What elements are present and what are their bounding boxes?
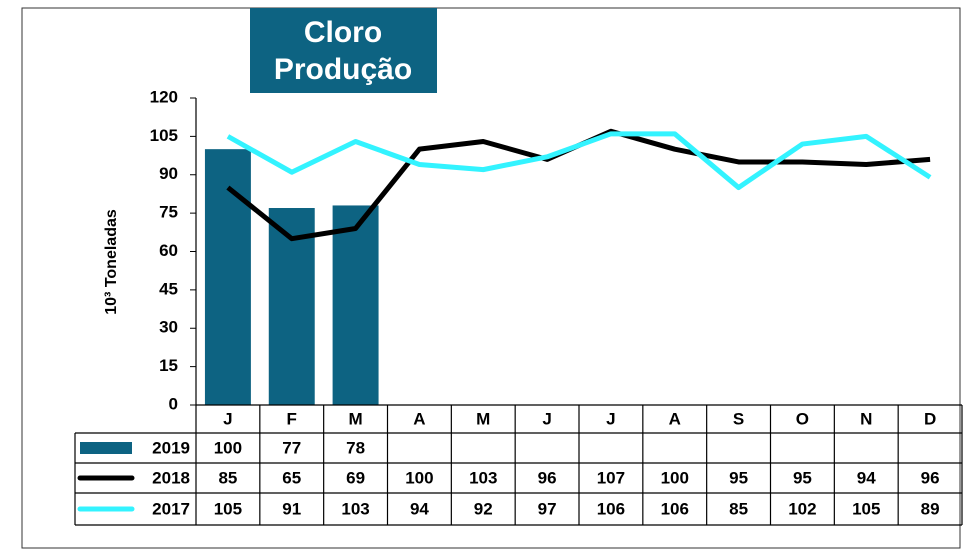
frame bbox=[21, 7, 961, 549]
table-value: 91 bbox=[282, 499, 301, 518]
x-tick-label: M bbox=[476, 409, 490, 428]
y-tick-label: 30 bbox=[159, 318, 178, 337]
x-tick-label: D bbox=[924, 409, 936, 428]
table-value: 77 bbox=[282, 438, 301, 457]
table-value: 65 bbox=[282, 468, 301, 487]
x-tick-label: O bbox=[796, 409, 809, 428]
x-tick-label: M bbox=[348, 409, 362, 428]
table-value: 78 bbox=[346, 438, 365, 457]
table-value: 85 bbox=[218, 468, 237, 487]
x-tick-label: J bbox=[606, 409, 615, 428]
y-tick-label: 75 bbox=[159, 203, 178, 222]
x-tick-label: S bbox=[733, 409, 744, 428]
table-value: 106 bbox=[661, 499, 689, 518]
bar bbox=[332, 205, 379, 405]
legend-label: 2018 bbox=[152, 468, 190, 487]
table-value: 97 bbox=[538, 499, 557, 518]
y-tick-label: 45 bbox=[159, 279, 178, 298]
x-tick-label: A bbox=[669, 409, 681, 428]
y-tick-label: 0 bbox=[169, 394, 178, 413]
table-value: 96 bbox=[538, 468, 557, 487]
table-value: 92 bbox=[474, 499, 493, 518]
table-value: 94 bbox=[410, 499, 429, 518]
y-tick-label: 90 bbox=[159, 164, 178, 183]
x-tick-label: J bbox=[223, 409, 232, 428]
y-axis-label: 10³ Toneladas bbox=[103, 209, 120, 315]
table-value: 95 bbox=[793, 468, 812, 487]
y-tick-label: 60 bbox=[159, 241, 178, 260]
bar bbox=[204, 149, 251, 405]
legend-label: 2019 bbox=[152, 438, 190, 457]
table-value: 69 bbox=[346, 468, 365, 487]
chart-title: Cloro bbox=[304, 16, 382, 49]
table-value: 105 bbox=[852, 499, 880, 518]
line bbox=[226, 131, 932, 191]
table-value: 105 bbox=[214, 499, 242, 518]
title-box bbox=[250, 8, 437, 93]
table-value: 103 bbox=[341, 499, 369, 518]
x-tick-label: J bbox=[542, 409, 551, 428]
x-tick-label: F bbox=[287, 409, 297, 428]
table-value: 100 bbox=[661, 468, 689, 487]
table-value: 107 bbox=[597, 468, 625, 487]
y-tick-label: 15 bbox=[159, 356, 178, 375]
table-value: 102 bbox=[788, 499, 816, 518]
table-value: 94 bbox=[857, 468, 876, 487]
chart-subtitle: Produção bbox=[274, 53, 412, 86]
table-value: 100 bbox=[214, 438, 242, 457]
y-tick-label: 120 bbox=[150, 87, 178, 106]
table-value: 96 bbox=[921, 468, 940, 487]
table-value: 85 bbox=[729, 499, 748, 518]
table-value: 100 bbox=[405, 468, 433, 487]
table-value: 89 bbox=[921, 499, 940, 518]
table-value: 95 bbox=[729, 468, 748, 487]
x-tick-label: N bbox=[860, 409, 872, 428]
legend-swatch bbox=[80, 442, 132, 454]
x-tick-label: A bbox=[413, 409, 425, 428]
y-tick-label: 105 bbox=[150, 126, 178, 145]
legend-label: 2017 bbox=[152, 499, 190, 518]
table-value: 106 bbox=[597, 499, 625, 518]
table-value: 103 bbox=[469, 468, 497, 487]
